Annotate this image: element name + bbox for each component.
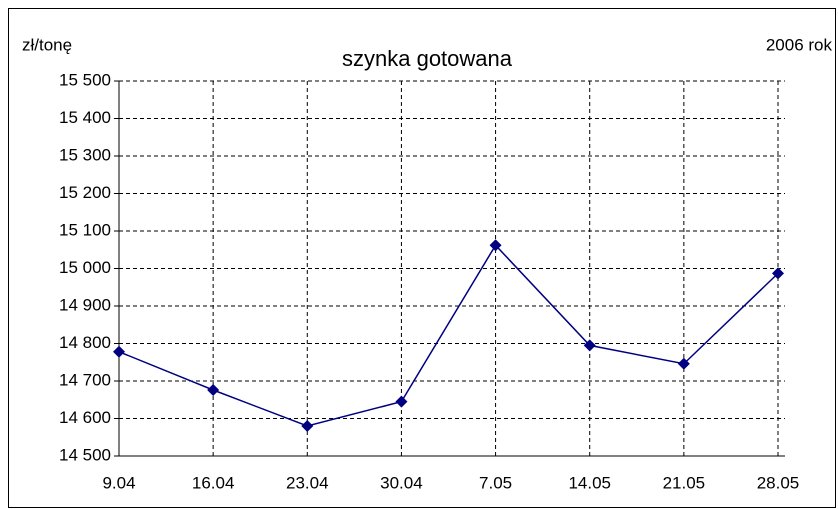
chart-frame <box>8 8 836 508</box>
y-tick-label: 15 500 <box>59 70 111 89</box>
series-line <box>118 244 779 427</box>
data-point <box>772 267 784 280</box>
data-point <box>677 357 690 370</box>
chart-title: szynka gotowana <box>342 46 513 71</box>
y-tick-label: 15 200 <box>59 183 111 202</box>
y-tick-label: 14 800 <box>59 333 111 352</box>
x-tick-label: 30.04 <box>380 473 423 492</box>
y-tick-label: 14 500 <box>59 445 111 464</box>
x-tick-label: 9.04 <box>102 473 135 492</box>
y-tick-label: 15 100 <box>59 220 111 239</box>
y-tick-label: 15 400 <box>59 108 111 127</box>
y-tick-label: 14 700 <box>59 370 111 389</box>
data-point <box>207 384 220 396</box>
annotation: 2006 rok <box>766 35 833 54</box>
y-axis-label: zł/tonę <box>22 35 72 54</box>
x-tick-label: 7.05 <box>479 473 512 492</box>
data-point <box>395 395 408 408</box>
data-point <box>301 420 314 432</box>
y-tick-label: 14 900 <box>59 295 111 314</box>
x-tick-label: 28.05 <box>757 473 800 492</box>
y-tick-label: 15 000 <box>59 258 111 277</box>
data-point <box>113 345 125 358</box>
y-tick-label: 14 600 <box>59 408 111 427</box>
x-tick-label: 21.05 <box>663 473 706 492</box>
data-point <box>583 339 596 352</box>
x-tick-label: 14.05 <box>568 473 611 492</box>
x-tick-label: 23.04 <box>286 473 329 492</box>
x-tick-label: 16.04 <box>192 473 235 492</box>
data-point <box>489 239 502 252</box>
y-tick-label: 15 300 <box>59 145 111 164</box>
